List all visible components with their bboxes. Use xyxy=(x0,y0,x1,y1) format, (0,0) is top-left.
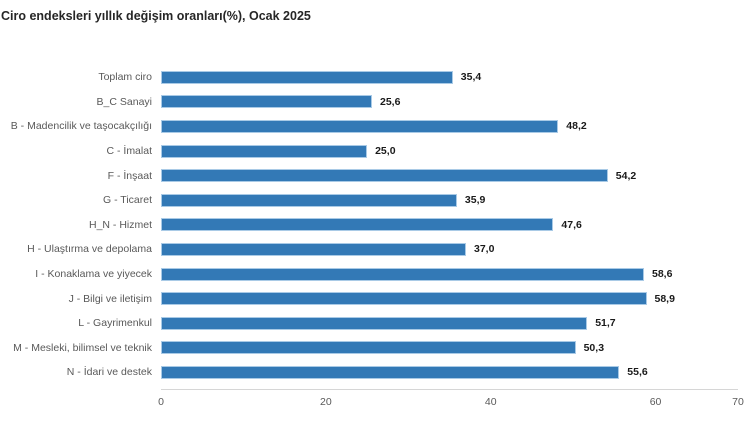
value-label: 51,7 xyxy=(595,317,616,330)
x-tick-label: 70 xyxy=(732,396,744,408)
category-label: J - Bilgi ve iletişim xyxy=(68,292,152,305)
bar-row: L - Gayrimenkul 51,7 xyxy=(0,311,750,336)
bar-rows: Toplam ciro 35,4 B_C Sanayi 25,6 B - Madenci… xyxy=(0,65,750,385)
bar xyxy=(161,95,372,109)
bar-row: F - İnşaat 54,2 xyxy=(0,163,750,188)
value-label: 48,2 xyxy=(566,120,587,133)
bar-row: H - Ulaştırma ve depolama 37,0 xyxy=(0,237,750,262)
x-axis-line xyxy=(161,389,738,390)
x-tick-label: 0 xyxy=(158,396,164,408)
bar-row: Toplam ciro 35,4 xyxy=(0,65,750,90)
category-label: N - İdari ve destek xyxy=(66,366,152,379)
bar-row: N - İdari ve destek 55,6 xyxy=(0,360,750,385)
value-label: 25,6 xyxy=(380,95,401,108)
bar xyxy=(161,70,453,84)
category-label: H - Ulaştırma ve depolama xyxy=(27,243,152,256)
x-tick-label: 40 xyxy=(484,396,497,408)
x-tick-label: 20 xyxy=(320,396,332,408)
bar-row: G - Ticaret 35,9 xyxy=(0,188,750,213)
bar xyxy=(161,218,554,232)
value-label: 58,6 xyxy=(652,268,673,281)
value-label: 25,0 xyxy=(375,145,396,158)
value-label: 54,2 xyxy=(615,169,637,182)
bar xyxy=(161,341,576,355)
bar-row: M - Mesleki, bilimsel ve teknik 50,3 xyxy=(0,336,750,361)
value-label: 35,4 xyxy=(460,71,482,84)
category-label: B_C Sanayi xyxy=(96,95,152,108)
category-label: Toplam ciro xyxy=(98,71,152,84)
value-label: 55,6 xyxy=(627,366,648,379)
bar xyxy=(161,267,644,281)
bar xyxy=(161,193,457,207)
bar-row: B - Madencilik ve taşocakçılığı 48,2 xyxy=(0,114,750,139)
category-label: B - Madencilik ve taşocakçılığı xyxy=(10,120,152,133)
bar xyxy=(161,365,620,379)
bar xyxy=(161,144,368,158)
category-label: L - Gayrimenkul xyxy=(78,317,152,330)
bar-row: I - Konaklama ve yiyecek 58,6 xyxy=(0,262,750,287)
bar-row: B_C Sanayi 25,6 xyxy=(0,90,750,115)
category-label: I - Konaklama ve yiyecek xyxy=(35,268,152,281)
x-tick-label: 60 xyxy=(649,396,662,408)
category-label: F - İnşaat xyxy=(107,169,152,182)
value-label: 58,9 xyxy=(654,292,675,305)
bar xyxy=(161,169,608,183)
bar xyxy=(161,119,559,133)
category-label: G - Ticaret xyxy=(102,194,152,207)
bar xyxy=(161,292,647,306)
bar-row: J - Bilgi ve iletişim 58,9 xyxy=(0,286,750,311)
chart-title: Ciro endeksleri yıllık değişim oranları(… xyxy=(1,9,311,23)
category-label: C - İmalat xyxy=(106,145,152,158)
bar xyxy=(161,242,466,256)
value-label: 50,3 xyxy=(583,341,605,354)
bar-row: C - İmalat 25,0 xyxy=(0,139,750,164)
bar xyxy=(161,316,588,330)
value-label: 47,6 xyxy=(561,218,582,231)
value-label: 37,0 xyxy=(474,243,495,256)
bar-row: H_N - Hizmet 47,6 xyxy=(0,213,750,238)
category-label: M - Mesleki, bilimsel ve teknik xyxy=(13,341,152,354)
value-label: 35,9 xyxy=(464,194,486,207)
category-label: H_N - Hizmet xyxy=(88,218,152,231)
